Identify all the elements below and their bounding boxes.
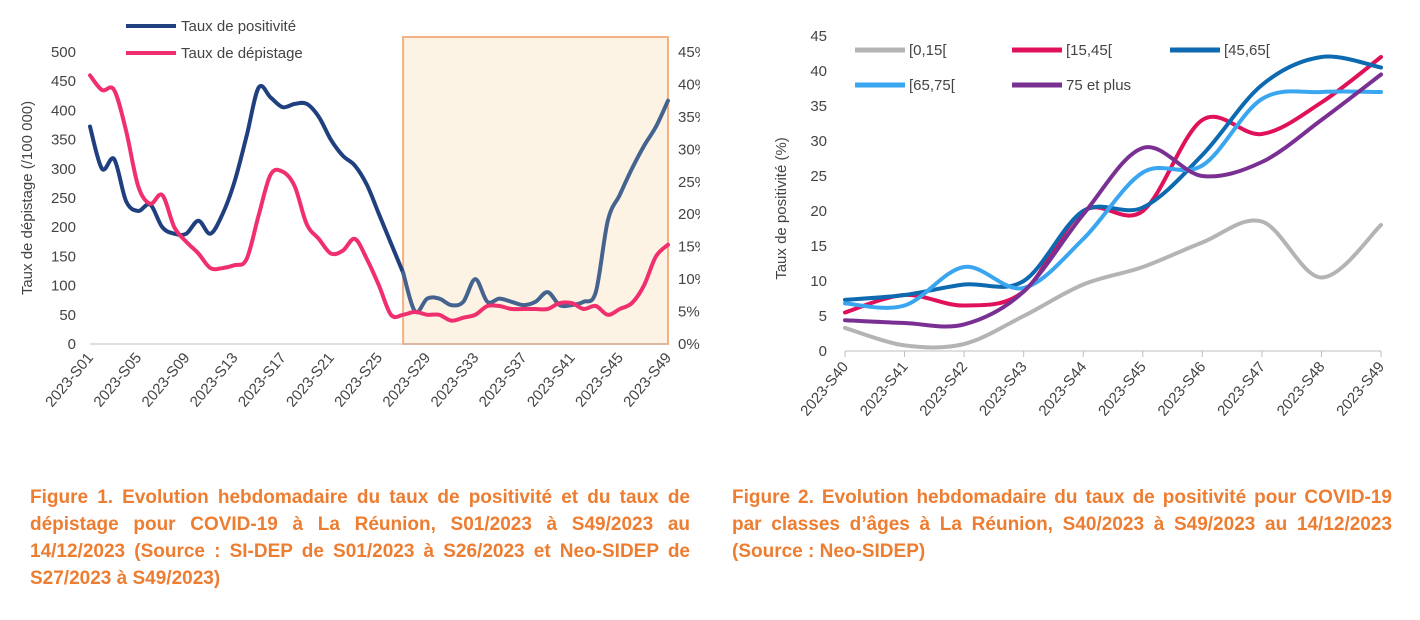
y-tick-label: 0: [68, 336, 76, 353]
legend-label: [65,75[: [909, 77, 956, 94]
y-tick-label: 35: [810, 98, 827, 115]
figure-1-caption: Figure 1. Evolution hebdomadaire du taux…: [30, 487, 690, 589]
y-tick-label: 0: [819, 343, 827, 360]
x-tick-label: 2023-S25: [331, 350, 386, 411]
x-tick-label: 2023-S13: [187, 350, 242, 411]
x-tick-label: 2023-S01: [42, 350, 97, 411]
x-tick-label: 2023-S45: [572, 350, 627, 411]
x-tick-label: 2023-S45: [1095, 359, 1150, 420]
x-tick-label: 2023-S33: [428, 350, 483, 411]
y-tick-label: 45: [810, 28, 827, 45]
x-tick-label: 2023-S05: [90, 350, 145, 411]
y-tick-label: 15: [810, 238, 827, 255]
series-line-3: [843, 89, 1383, 310]
y-tick-label: 50: [59, 307, 76, 324]
y2-tick-label: 45%: [678, 44, 700, 61]
y2-tick-label: 15%: [678, 239, 700, 256]
y-tick-label: 450: [51, 73, 76, 90]
legend-label: [45,65[: [1224, 42, 1271, 59]
highlight-region: [402, 36, 669, 345]
x-tick-label: 2023-S09: [139, 350, 194, 411]
series-line-1: [843, 55, 1383, 315]
x-tick-label: 2023-S43: [976, 359, 1031, 420]
y-tick-label: 20: [810, 203, 827, 220]
y-tick-label: 400: [51, 102, 76, 119]
series-line-positivite-neosidep: [401, 98, 670, 315]
y2-tick-label: 25%: [678, 174, 700, 191]
x-tick-label: 2023-S49: [1333, 359, 1388, 420]
legend-label: [15,45[: [1066, 42, 1113, 59]
y2-tick-label: 35%: [678, 109, 700, 126]
x-tick-label: 2023-S37: [476, 350, 531, 411]
y-tick-label: 500: [51, 44, 76, 61]
x-tick-label: 2023-S21: [283, 350, 338, 411]
x-tick-label: 2023-S48: [1274, 359, 1329, 420]
x-tick-label: 2023-S17: [235, 350, 290, 411]
y-tick-label: 25: [810, 168, 827, 185]
y-tick-label: 10: [810, 273, 827, 290]
x-tick-label: 2023-S29: [379, 350, 434, 411]
y2-tick-label: 0%: [678, 336, 700, 353]
y2-tick-label: 30%: [678, 141, 700, 158]
y-tick-label: 300: [51, 161, 76, 178]
legend-label: [0,15[: [909, 42, 947, 59]
y2-tick-label: 10%: [678, 271, 700, 288]
x-tick-label: 2023-S40: [797, 359, 852, 420]
x-tick-label: 2023-S44: [1035, 359, 1090, 420]
x-tick-label: 2023-S41: [857, 359, 912, 420]
y-tick-label: 30: [810, 133, 827, 150]
legend-label: Taux de positivité: [181, 18, 296, 35]
y-tick-label: 350: [51, 132, 76, 149]
x-tick-label: 2023-S47: [1214, 359, 1269, 420]
legend-label: 75 et plus: [1066, 77, 1131, 94]
y2-tick-label: 20%: [678, 206, 700, 223]
y2-tick-label: 5%: [678, 304, 700, 321]
series-line-0: [843, 218, 1383, 350]
series-line-2: [843, 54, 1383, 302]
x-tick-label: 2023-S46: [1155, 359, 1210, 420]
y-axis-label: Taux de dépistage (/100 000): [19, 101, 36, 295]
series-line-depistage: [88, 73, 670, 323]
y-axis-label: Taux de positivité (%): [773, 137, 790, 280]
series-line-positivite: [88, 84, 406, 275]
y-tick-label: 40: [810, 63, 827, 80]
x-tick-label: 2023-S49: [620, 350, 675, 411]
y-tick-label: 250: [51, 190, 76, 207]
y-tick-label: 5: [819, 308, 827, 325]
chart-1: 0 50 100 150 200 250 300 350 400 450 500 0% 5% 10% 15%…: [19, 18, 700, 411]
chart-2: 0 5 10 15 20 25 30 35 40 45 Taux de positivité (%)…: [773, 28, 1388, 420]
x-tick-label: 2023-S41: [524, 350, 579, 411]
y-tick-label: 150: [51, 248, 76, 265]
y2-tick-label: 40%: [678, 76, 700, 93]
series-line-4: [843, 72, 1383, 329]
x-tick-label: 2023-S42: [916, 359, 971, 420]
legend-label: Taux de dépistage: [181, 45, 303, 62]
y-tick-label: 200: [51, 219, 76, 236]
y-tick-label: 100: [51, 278, 76, 295]
figure-2-caption: Figure 2. Evolution hebdomadaire du taux…: [732, 487, 1392, 562]
